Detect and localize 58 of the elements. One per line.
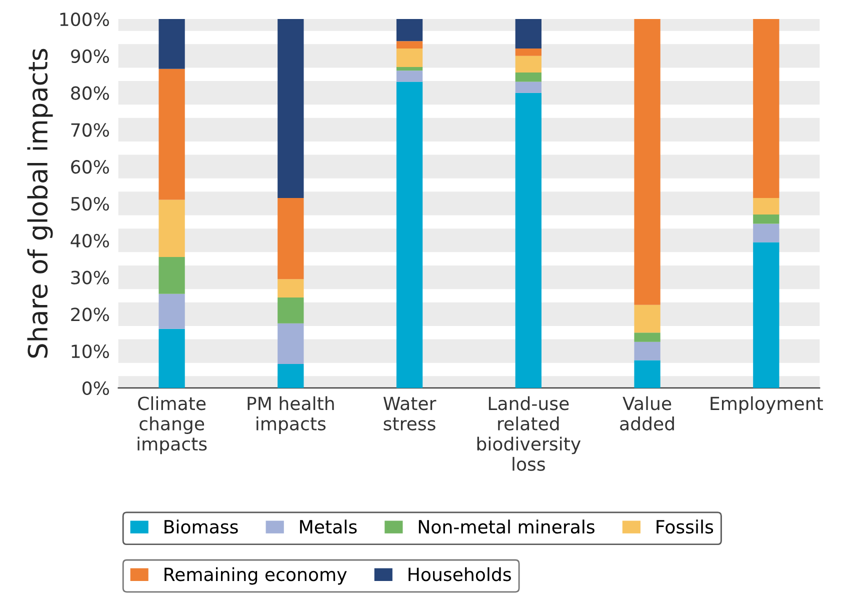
bar <box>753 198 780 215</box>
y-tick-label: 30% <box>71 270 109 284</box>
legend-label: Remaining economy <box>164 567 347 585</box>
x-tick-label: Water stress <box>383 396 436 430</box>
bar <box>158 19 185 69</box>
bar <box>634 332 660 342</box>
x-tick-label: Employment <box>710 396 823 414</box>
bar <box>634 19 660 305</box>
legend-label: Fossils <box>656 520 714 534</box>
legend-label: Non-metal minerals <box>418 520 594 534</box>
bar <box>278 198 304 280</box>
bar <box>396 41 423 49</box>
bar <box>278 298 304 324</box>
bar <box>396 70 423 82</box>
y-tick-label: 20% <box>71 308 109 322</box>
y-tick-label: 80% <box>71 86 109 100</box>
x-tick-label: Land-use related biodiversity loss <box>477 396 581 471</box>
y-tick-label: 50% <box>71 196 109 211</box>
x-tick-label: Climate change impacts <box>138 396 207 454</box>
bar <box>634 304 660 333</box>
y-tick-label: 10% <box>72 344 109 358</box>
bar <box>158 256 185 294</box>
bar <box>278 364 304 388</box>
bar <box>515 72 542 82</box>
x-tick-label: Value added <box>620 396 674 430</box>
bar <box>753 214 780 224</box>
bar <box>515 48 542 56</box>
bar <box>396 19 423 42</box>
bar <box>158 68 185 200</box>
bar <box>515 19 542 49</box>
bar <box>753 242 780 388</box>
y-tick-label: 40% <box>70 234 109 248</box>
bar <box>158 328 185 388</box>
y-tick-label: 90% <box>70 49 109 64</box>
bar <box>278 323 304 364</box>
legend-label: Biomass <box>164 520 238 534</box>
bar <box>396 48 423 67</box>
legend-label: Metals <box>300 520 357 534</box>
legend-label: Households <box>408 567 511 582</box>
y-tick-label: 0% <box>82 381 109 396</box>
bar <box>158 294 185 329</box>
bar <box>634 342 660 360</box>
y-tick-label: 70% <box>71 123 109 137</box>
x-tick-label: PM health impacts <box>248 396 334 434</box>
bar <box>158 200 185 257</box>
bar <box>515 56 542 73</box>
bar <box>278 279 304 298</box>
bar <box>753 19 780 198</box>
bar <box>515 82 542 93</box>
bar <box>396 82 423 388</box>
y-tick-label: 60% <box>71 160 109 174</box>
bar <box>396 66 423 71</box>
y-axis-title: Share of global impacts <box>27 48 53 358</box>
y-tick-label: 100% <box>60 12 109 26</box>
bar <box>278 19 304 198</box>
bar <box>515 92 542 388</box>
bar <box>634 360 660 388</box>
bar <box>753 224 780 242</box>
